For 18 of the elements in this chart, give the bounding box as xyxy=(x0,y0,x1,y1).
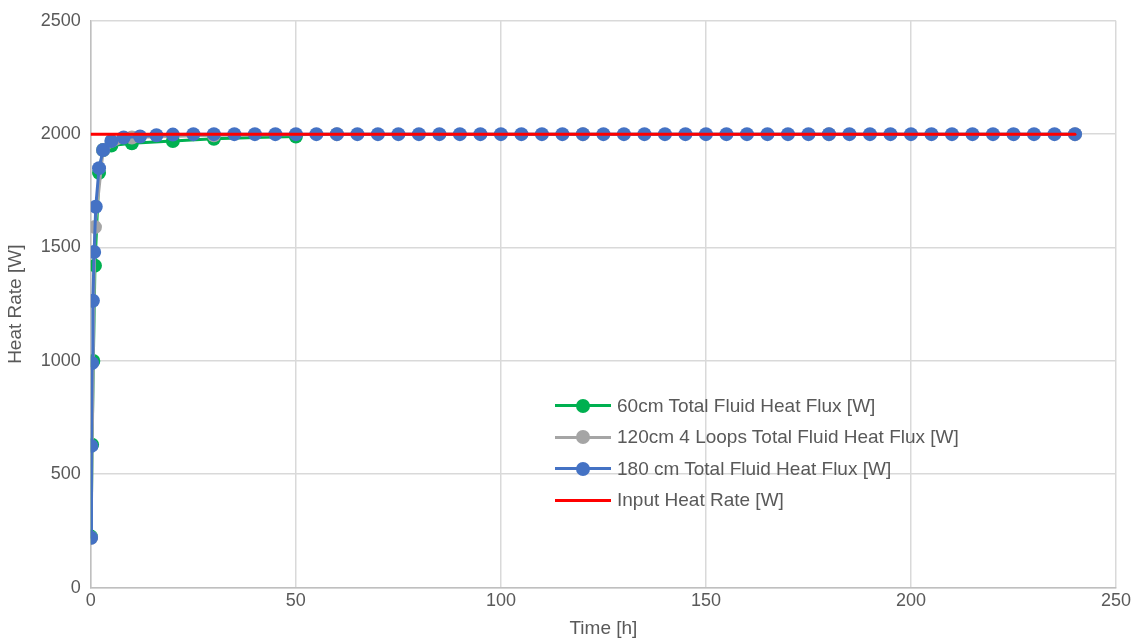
x-axis-title: Time [h] xyxy=(569,616,638,638)
x-tick-label: 250 xyxy=(1100,590,1132,611)
y-tick-label: 1000 xyxy=(40,349,81,370)
x-tick-label: 0 xyxy=(85,590,96,611)
x-tick-label: 100 xyxy=(485,590,516,611)
y-tick-label: 2500 xyxy=(40,9,81,30)
x-tick-label: 200 xyxy=(895,590,926,611)
legend-label: Input Heat Rate [W] xyxy=(617,489,784,512)
y-axis-title: Heat Rate [W] xyxy=(3,244,25,364)
x-tick-label: 50 xyxy=(285,590,306,611)
legend-label: 180 cm Total Fluid Heat Flux [W] xyxy=(617,457,892,480)
y-tick-label: 1500 xyxy=(40,236,81,257)
y-tick-label: 0 xyxy=(70,576,81,597)
y-tick-label: 2000 xyxy=(40,123,81,144)
y-tick-label: 500 xyxy=(50,463,81,484)
legend-label: 60cm Total Fluid Heat Flux [W] xyxy=(617,394,876,417)
x-tick-label: 150 xyxy=(690,590,721,611)
legend-label: 120cm 4 Loops Total Fluid Heat Flux [W] xyxy=(617,426,959,449)
